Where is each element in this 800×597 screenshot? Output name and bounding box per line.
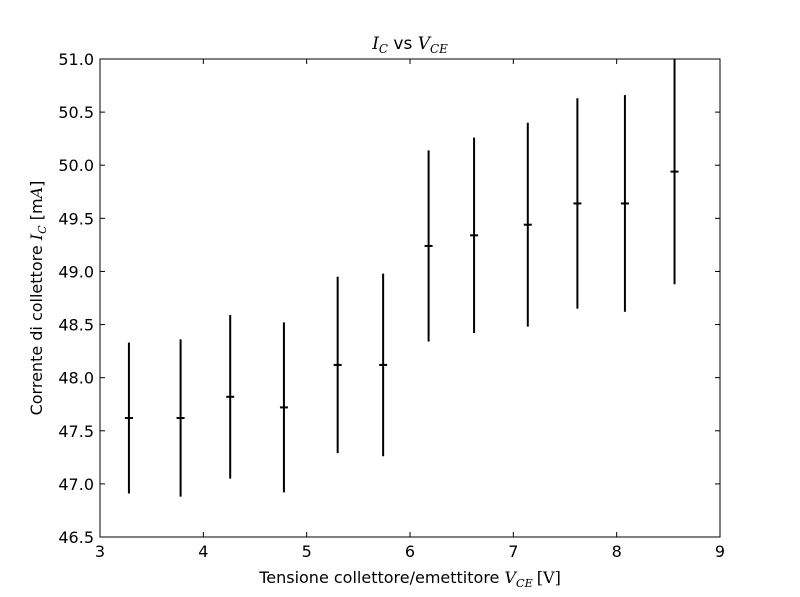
data-point [379, 273, 388, 457]
y-tick-label: 49.5 [58, 209, 94, 228]
y-tick-label: 49.0 [58, 262, 94, 281]
y-axis-label-unit-close: ] [27, 180, 47, 187]
data-point [523, 122, 532, 327]
y-axis-label-text: Corrente di collettore [27, 240, 47, 416]
title-vs: vs [388, 34, 418, 54]
y-tick-label: 48.0 [58, 369, 94, 388]
x-axis-label-symbol: V [504, 568, 517, 587]
data-point [470, 137, 479, 334]
y-tick-label: 46.5 [58, 528, 94, 547]
data-point [226, 314, 235, 479]
data-point [620, 95, 629, 312]
y-tick-label: 47.0 [58, 475, 94, 494]
y-tick-label: 51.0 [58, 50, 94, 69]
data-point [176, 339, 185, 497]
data-point [279, 322, 288, 493]
plot-frame [99, 58, 721, 538]
x-tick-label: 7 [508, 542, 518, 561]
y-tick-label: 50.0 [58, 156, 94, 175]
data-point [333, 276, 342, 454]
y-tick-label: 47.5 [58, 422, 94, 441]
ticks-layer: 3 4 5 6 7 8 9 46.5 47.0 47.5 48.0 48.5 49.0 49.5 50.0 5… [58, 50, 725, 561]
title-current-symbol: I [372, 34, 379, 54]
x-tick-label: 9 [715, 542, 725, 561]
x-axis-label-text: Tensione collettore/emettitore [259, 568, 505, 587]
title-voltage-subscript: CE [430, 42, 448, 57]
y-tick-label: 48.5 [58, 316, 94, 335]
y-axis-label-unit-symbol: A [27, 186, 47, 199]
x-tick-label: 3 [95, 542, 105, 561]
x-tick-label: 4 [198, 542, 208, 561]
data-point [670, 59, 679, 285]
x-tick-label: 6 [405, 542, 415, 561]
x-tick-label: 8 [612, 542, 622, 561]
x-tick-label: 5 [302, 542, 312, 561]
title-voltage-symbol: V [417, 34, 431, 54]
x-axis-label-unit: [V] [536, 568, 561, 587]
points-layer [124, 59, 679, 497]
data-point [573, 98, 582, 309]
y-tick-label: 50.5 [58, 103, 94, 122]
x-axis-label-subscript: CE [516, 576, 533, 590]
chart-title: IC vs VCE [100, 34, 720, 56]
y-axis-label-unit-open: [m [27, 198, 47, 226]
y-axis-label-symbol: I [27, 233, 47, 241]
x-axis-label: Tensione collettore/emettitore VCE [V] [100, 568, 720, 590]
y-axis-label-subscript: C [35, 225, 49, 234]
data-point [124, 342, 133, 494]
data-point [424, 150, 433, 342]
title-current-subscript: C [378, 42, 389, 57]
